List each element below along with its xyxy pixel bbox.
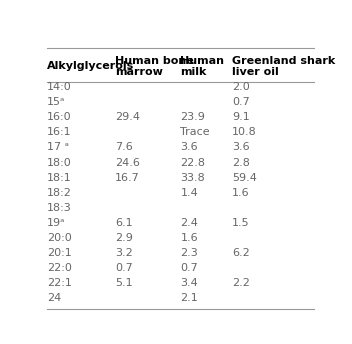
Text: 18:0: 18:0	[47, 158, 71, 168]
Text: 14:0: 14:0	[47, 82, 71, 92]
Text: 22:1: 22:1	[47, 278, 71, 288]
Text: 6.1: 6.1	[115, 218, 133, 228]
Text: 19ᵃ: 19ᵃ	[47, 218, 65, 228]
Text: 3.4: 3.4	[181, 278, 198, 288]
Text: 1.4: 1.4	[181, 188, 198, 198]
Text: 2.0: 2.0	[232, 82, 250, 92]
Text: 10.8: 10.8	[232, 127, 257, 137]
Text: 20:1: 20:1	[47, 248, 71, 258]
Text: 2.1: 2.1	[181, 293, 198, 303]
Text: 16:1: 16:1	[47, 127, 71, 137]
Text: 3.6: 3.6	[232, 142, 250, 152]
Text: 17 ᵃ: 17 ᵃ	[47, 142, 69, 152]
Text: 16:0: 16:0	[47, 112, 71, 122]
Text: 15ᵃ: 15ᵃ	[47, 97, 65, 107]
Text: 16.7: 16.7	[115, 173, 140, 183]
Text: 23.9: 23.9	[181, 112, 205, 122]
Text: 33.8: 33.8	[181, 173, 205, 183]
Text: 9.1: 9.1	[232, 112, 250, 122]
Text: 6.2: 6.2	[232, 248, 250, 258]
Text: 2.3: 2.3	[181, 248, 198, 258]
Text: 18:2: 18:2	[47, 188, 71, 198]
Text: 2.2: 2.2	[232, 278, 250, 288]
Text: 1.6: 1.6	[181, 233, 198, 243]
Text: 2.4: 2.4	[181, 218, 198, 228]
Text: 2.9: 2.9	[115, 233, 133, 243]
Text: Human bone
marrow: Human bone marrow	[115, 56, 194, 77]
Text: 22:0: 22:0	[47, 263, 71, 273]
Text: 3.6: 3.6	[181, 142, 198, 152]
Text: 7.6: 7.6	[115, 142, 133, 152]
Text: 1.6: 1.6	[232, 188, 250, 198]
Text: 18:1: 18:1	[47, 173, 71, 183]
Text: 2.8: 2.8	[232, 158, 250, 168]
Text: 0.7: 0.7	[181, 263, 198, 273]
Text: Trace: Trace	[181, 127, 210, 137]
Text: 20:0: 20:0	[47, 233, 71, 243]
Text: 24.6: 24.6	[115, 158, 140, 168]
Text: Alkylglycerols: Alkylglycerols	[47, 62, 134, 72]
Text: Human
milk: Human milk	[181, 56, 225, 77]
Text: 22.8: 22.8	[181, 158, 206, 168]
Text: 0.7: 0.7	[115, 263, 133, 273]
Text: 3.2: 3.2	[115, 248, 133, 258]
Text: 5.1: 5.1	[115, 278, 133, 288]
Text: 24: 24	[47, 293, 61, 303]
Text: 1.5: 1.5	[232, 218, 250, 228]
Text: 18:3: 18:3	[47, 203, 71, 213]
Text: Greenland shark
liver oil: Greenland shark liver oil	[232, 56, 335, 77]
Text: 29.4: 29.4	[115, 112, 140, 122]
Text: 0.7: 0.7	[232, 97, 250, 107]
Text: 59.4: 59.4	[232, 173, 257, 183]
